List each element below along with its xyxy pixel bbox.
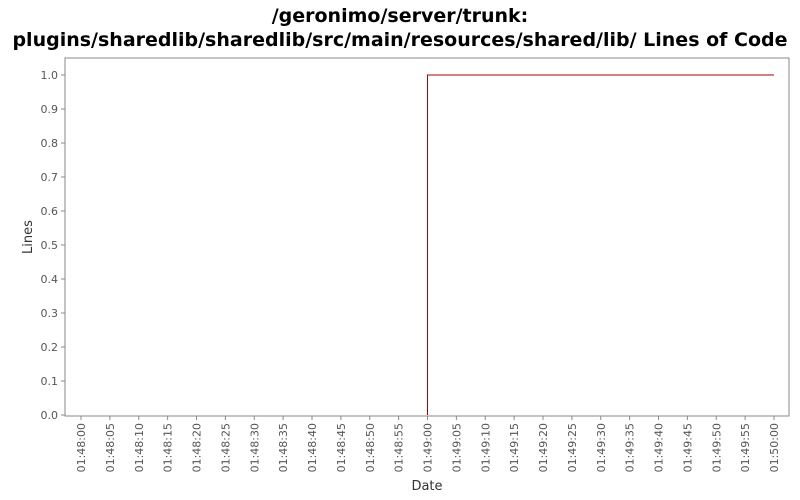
x-tick-label: 01:48:30 bbox=[248, 423, 261, 472]
x-tick-label: 01:49:20 bbox=[537, 423, 550, 472]
x-tick-label: 01:49:25 bbox=[566, 423, 579, 472]
x-tick-label: 01:49:45 bbox=[681, 423, 694, 472]
x-tick-label: 01:48:15 bbox=[162, 423, 175, 472]
x-axis-label: Date bbox=[411, 479, 442, 494]
x-tick-label: 01:48:40 bbox=[306, 423, 319, 472]
x-tick-label: 01:49:05 bbox=[450, 423, 463, 472]
y-axis-label: Lines bbox=[21, 220, 36, 254]
x-tick-label: 01:49:00 bbox=[422, 423, 435, 472]
x-tick-label: 01:48:55 bbox=[393, 423, 406, 472]
y-tick-label: 0.2 bbox=[41, 341, 59, 354]
x-tick-label: 01:49:55 bbox=[739, 423, 752, 472]
y-tick-label: 0.0 bbox=[41, 409, 59, 422]
x-tick-label: 01:49:10 bbox=[479, 423, 492, 472]
y-tick-label: 0.1 bbox=[41, 375, 59, 388]
x-tick-label: 01:48:20 bbox=[191, 423, 204, 472]
x-tick-label: 01:49:35 bbox=[624, 423, 637, 472]
y-tick-label: 0.7 bbox=[41, 171, 59, 184]
y-tick-label: 0.5 bbox=[41, 239, 59, 252]
y-tick-label: 0.4 bbox=[41, 273, 59, 286]
y-tick-label: 0.9 bbox=[41, 103, 59, 116]
y-tick-label: 0.6 bbox=[41, 205, 59, 218]
x-tick-label: 01:48:45 bbox=[335, 423, 348, 472]
x-tick-label: 01:49:50 bbox=[710, 423, 723, 472]
x-tick-label: 01:48:10 bbox=[133, 423, 146, 472]
x-tick-label: 01:48:35 bbox=[277, 423, 290, 472]
chart-title-line1: /geronimo/server/trunk: bbox=[271, 5, 529, 27]
x-tick-label: 01:48:50 bbox=[364, 423, 377, 472]
x-tick-label: 01:48:00 bbox=[75, 423, 88, 472]
x-tick-label: 01:50:00 bbox=[768, 423, 781, 472]
x-tick-label: 01:48:25 bbox=[219, 423, 232, 472]
series-line bbox=[427, 74, 774, 415]
y-tick-label: 1.0 bbox=[41, 69, 59, 82]
y-tick-label: 0.8 bbox=[41, 137, 59, 150]
x-tick-label: 01:49:15 bbox=[508, 423, 521, 472]
chart-title-line2: plugins/sharedlib/sharedlib/src/main/res… bbox=[12, 29, 788, 51]
y-tick-label: 0.3 bbox=[41, 307, 59, 320]
x-tick-label: 01:48:05 bbox=[104, 423, 117, 472]
x-tick-label: 01:49:40 bbox=[653, 423, 666, 472]
x-tick-label: 01:49:30 bbox=[595, 423, 608, 472]
